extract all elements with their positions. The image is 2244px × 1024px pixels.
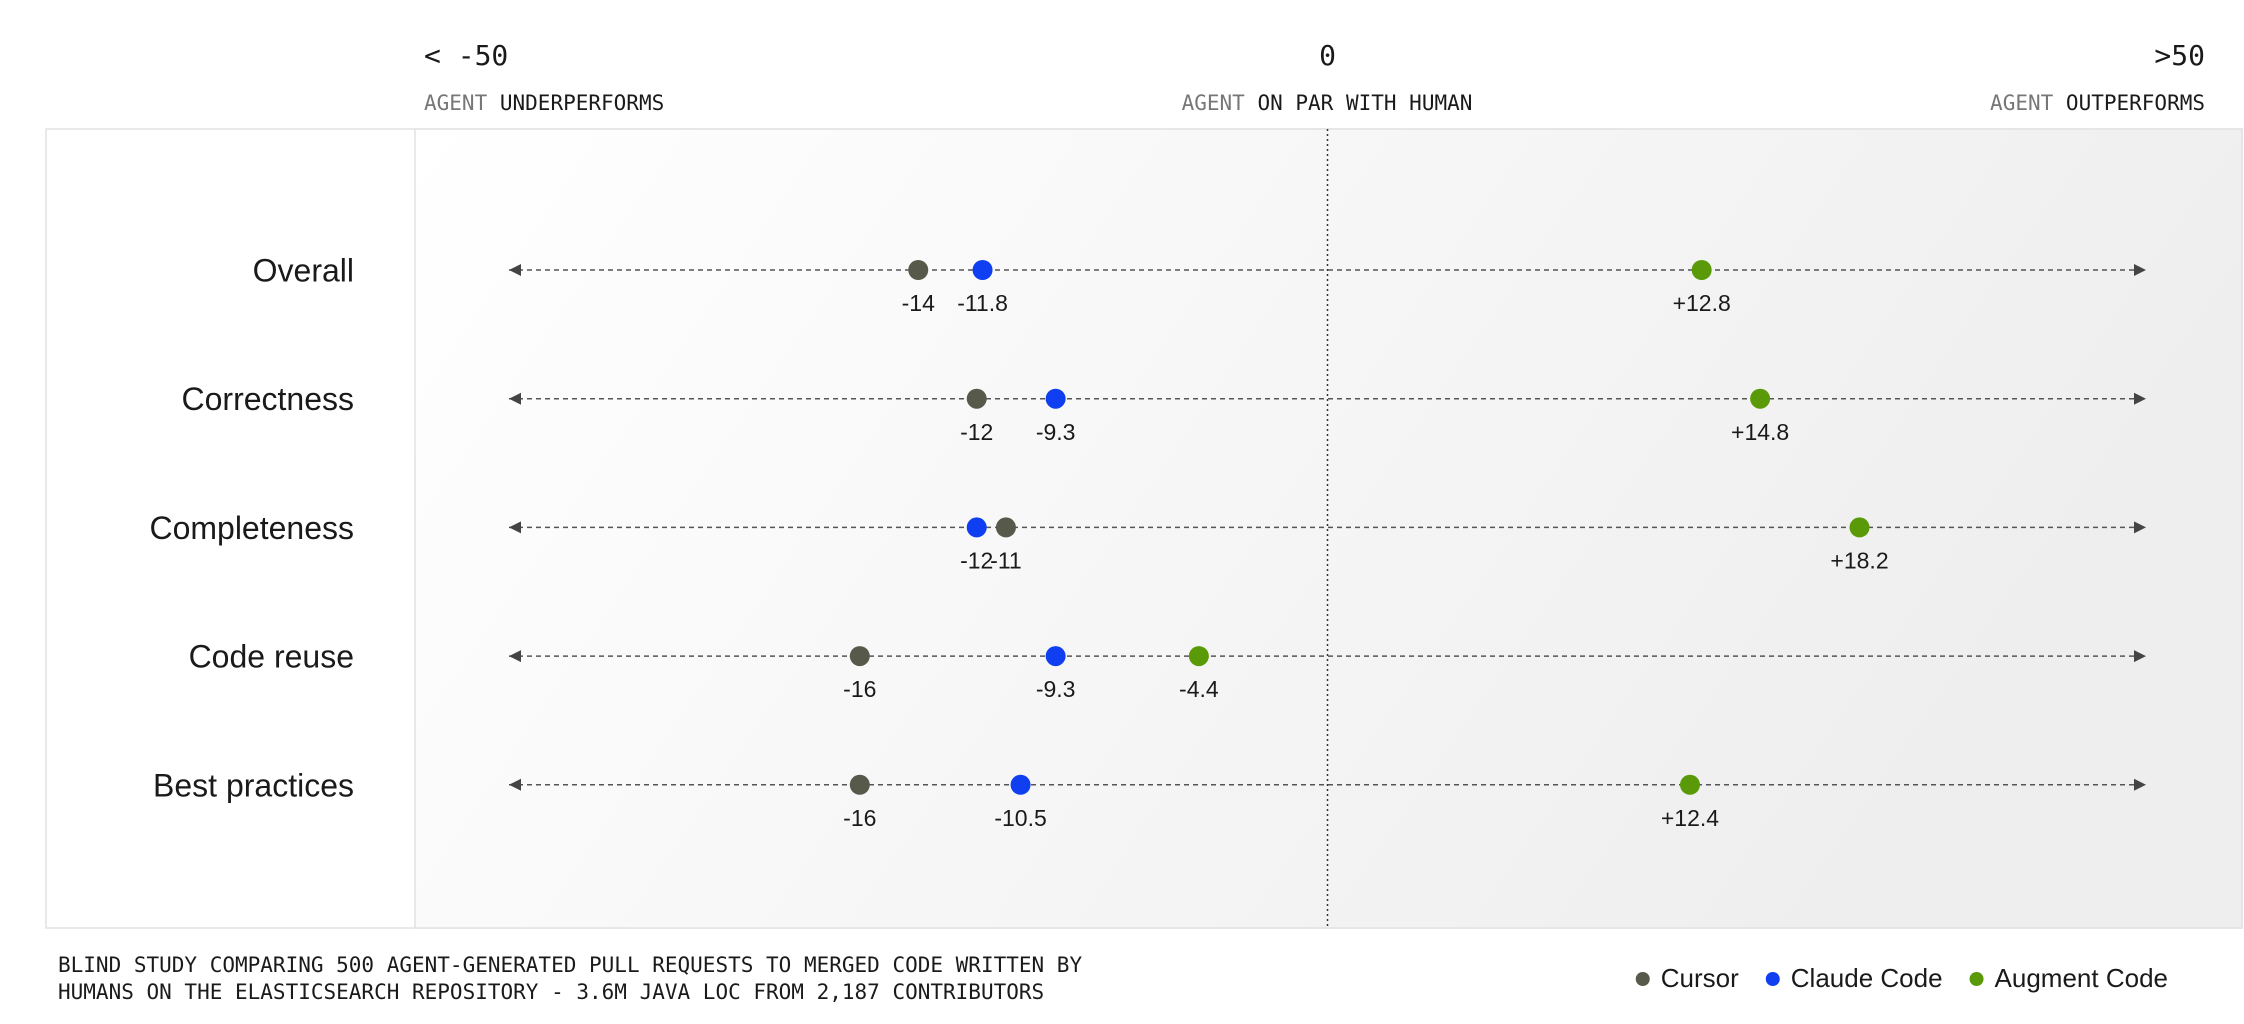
category-label: Completeness: [149, 510, 354, 546]
legend-label: Augment Code: [1995, 963, 2168, 993]
dot: [1010, 774, 1031, 795]
dot: [849, 646, 870, 667]
legend-swatch: [1635, 972, 1650, 986]
dot: [908, 260, 929, 280]
value-label: +12.4: [1661, 805, 1719, 831]
value-label: +18.2: [1830, 547, 1888, 573]
value-label: -11: [990, 547, 1022, 573]
center-caption: AGENT ON PAR WITH HUMAN: [1182, 91, 1473, 115]
caption-text: ON PAR WITH HUMAN: [1257, 91, 1472, 115]
value-label: -14: [902, 290, 935, 316]
caption-text: UNDERPERFORMS: [500, 91, 664, 115]
caption-prefix: AGENT: [1182, 91, 1246, 115]
category-label: Correctness: [182, 381, 355, 417]
dot: [1045, 646, 1066, 667]
legend-label: Cursor: [1661, 963, 1739, 993]
value-label: +14.8: [1731, 419, 1789, 445]
dot: [1045, 388, 1066, 409]
caption-text: OUTPERFORMS: [2066, 91, 2205, 115]
value-label: -4.4: [1179, 676, 1219, 702]
legend-swatch: [1969, 972, 1984, 986]
left-caption: AGENT UNDERPERFORMS: [424, 91, 664, 115]
right-label: >50: [2154, 39, 2205, 72]
x-tick-label: 0: [1319, 39, 1336, 72]
dot: [966, 388, 987, 409]
dot: [966, 517, 987, 538]
dot: [995, 517, 1016, 538]
left-label: < -50: [424, 39, 508, 72]
legend-swatch: [1765, 972, 1780, 986]
value-label: -9.3: [1036, 676, 1076, 702]
dot: [972, 260, 993, 280]
dot: [1188, 646, 1209, 667]
dot: [1679, 774, 1700, 795]
category-label: Overall: [253, 252, 354, 288]
dot: [1750, 388, 1771, 409]
value-label: -12: [960, 419, 993, 445]
value-label: -12: [960, 547, 993, 573]
right-caption: AGENT OUTPERFORMS: [1990, 91, 2205, 115]
legend-label: Claude Code: [1791, 963, 1943, 993]
value-label: -16: [843, 676, 876, 702]
value-label: -16: [843, 805, 876, 831]
caption-prefix: AGENT: [1990, 91, 2054, 115]
value-label: -9.3: [1036, 419, 1076, 445]
value-label: +12.8: [1673, 290, 1731, 316]
caption-prefix: AGENT: [424, 91, 488, 115]
category-label: Best practices: [153, 767, 354, 803]
value-label: -11.8: [957, 290, 1008, 316]
dot: [1849, 517, 1870, 538]
plot-area: [414, 128, 2243, 929]
value-label: -10.5: [994, 805, 1046, 831]
dot: [1691, 260, 1712, 280]
note-line: HUMANS ON THE ELASTICSEARCH REPOSITORY -…: [58, 980, 1044, 1004]
dot: [849, 774, 870, 795]
note-line: BLIND STUDY COMPARING 500 AGENT-GENERATE…: [58, 953, 1082, 977]
category-label: Code reuse: [189, 639, 354, 675]
